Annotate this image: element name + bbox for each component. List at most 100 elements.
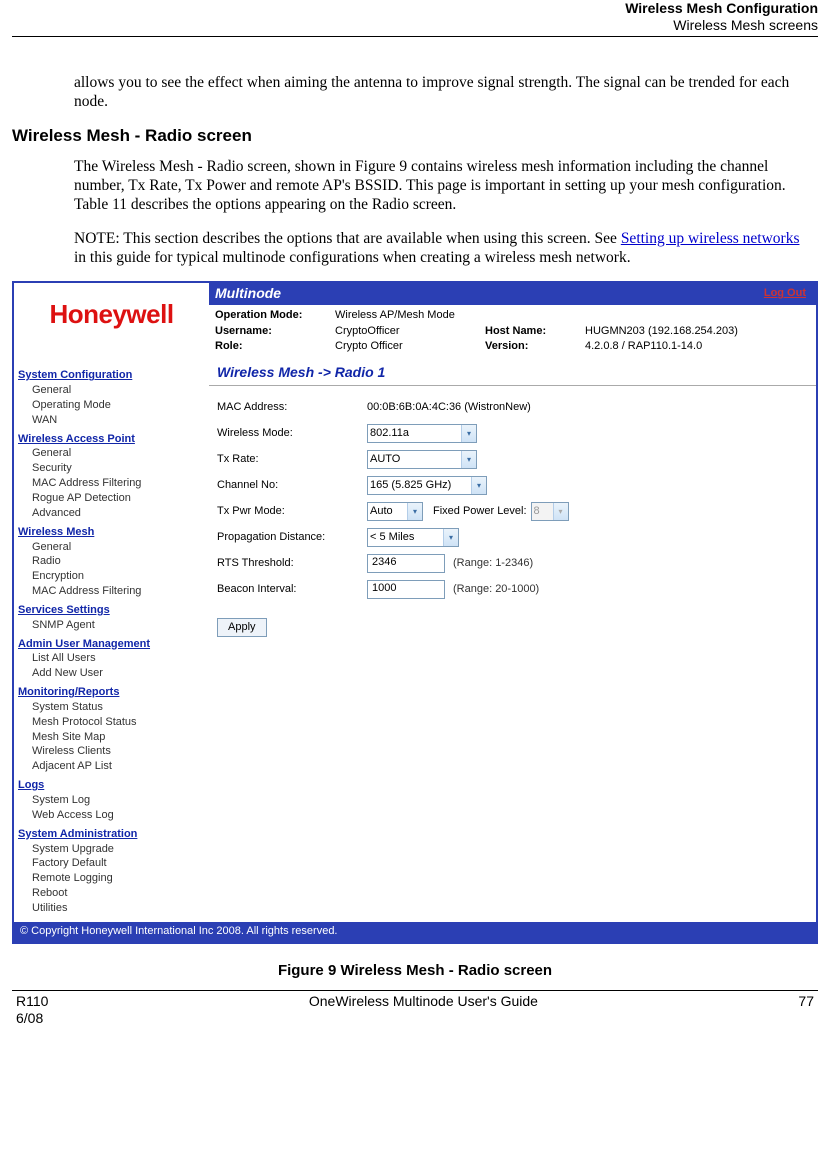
- main-panel-title: Wireless Mesh -> Radio 1: [209, 358, 816, 386]
- wireless-mode-value: 802.11a: [370, 427, 409, 441]
- setting-up-networks-link[interactable]: Setting up wireless networks: [621, 230, 800, 247]
- brand-text: Honeywell: [49, 298, 173, 331]
- nav-item[interactable]: System Upgrade: [32, 842, 209, 857]
- bottom-rule: [12, 990, 818, 991]
- nav-item[interactable]: Mesh Site Map: [32, 730, 209, 745]
- nav-group: Wireless Access Point: [18, 432, 209, 447]
- fixed-power-value: 8: [534, 505, 540, 519]
- mac-value: 00:0B:6B:0A:4C:36 (WistronNew): [367, 401, 531, 415]
- chevron-down-icon: ▾: [443, 529, 458, 546]
- beacon-input[interactable]: 1000: [367, 580, 445, 599]
- hostname-label: Host Name:: [485, 325, 585, 339]
- nav-item[interactable]: General: [32, 446, 209, 461]
- page-footer: R110 6/08 OneWireless Multinode User's G…: [12, 993, 818, 1027]
- nav-item[interactable]: Security: [32, 461, 209, 476]
- fixed-power-label: Fixed Power Level:: [433, 505, 527, 519]
- nav-group: Logs: [18, 778, 209, 793]
- nav-item[interactable]: System Status: [32, 700, 209, 715]
- intro-paragraph: allows you to see the effect when aiming…: [74, 73, 810, 112]
- tx-rate-value: AUTO: [370, 453, 400, 467]
- top-rule: [12, 36, 818, 37]
- note-paragraph: NOTE: This section describes the options…: [74, 229, 810, 268]
- nav-item[interactable]: List All Users: [32, 651, 209, 666]
- nav-item[interactable]: Wireless Clients: [32, 744, 209, 759]
- nav-item[interactable]: Factory Default: [32, 856, 209, 871]
- nav-item[interactable]: Add New User: [32, 666, 209, 681]
- nav-item[interactable]: Adjacent AP List: [32, 759, 209, 774]
- nav-item[interactable]: Encryption: [32, 569, 209, 584]
- beacon-range: (Range: 20-1000): [453, 583, 539, 597]
- propagation-label: Propagation Distance:: [217, 531, 367, 545]
- rts-input[interactable]: 2346: [367, 554, 445, 573]
- footer-center: OneWireless Multinode User's Guide: [309, 993, 538, 1027]
- paragraph-2: The Wireless Mesh - Radio screen, shown …: [74, 157, 810, 215]
- nav-group: Services Settings: [18, 603, 209, 618]
- mac-label: MAC Address:: [217, 401, 367, 415]
- copyright-bar: © Copyright Honeywell International Inc …: [14, 922, 816, 942]
- role-label: Role:: [215, 340, 335, 354]
- brand-logo: Honeywell: [14, 283, 209, 345]
- chevron-down-icon: ▾: [461, 451, 476, 468]
- txpwr-label: Tx Pwr Mode:: [217, 505, 367, 519]
- nav-item[interactable]: General: [32, 540, 209, 555]
- nav-group: Monitoring/Reports: [18, 685, 209, 700]
- beacon-label: Beacon Interval:: [217, 583, 367, 597]
- channel-value: 165 (5.825 GHz): [370, 479, 451, 493]
- figure-screenshot: Honeywell Multinode Log Out Operation Mo…: [12, 281, 818, 943]
- nav-group: Wireless Mesh: [18, 525, 209, 540]
- username-label: Username:: [215, 325, 335, 339]
- channel-label: Channel No:: [217, 479, 367, 493]
- version-label: Version:: [485, 340, 585, 354]
- logout-link[interactable]: Log Out: [764, 287, 806, 301]
- chevron-down-icon: ▾: [553, 503, 568, 520]
- nav-item[interactable]: Utilities: [32, 901, 209, 916]
- figure-caption: Figure 9 Wireless Mesh - Radio screen: [12, 962, 818, 981]
- footer-left-1: R110: [16, 993, 48, 1010]
- nav-item[interactable]: Web Access Log: [32, 808, 209, 823]
- section-heading: Wireless Mesh - Radio screen: [12, 125, 818, 146]
- nav-group: Admin User Management: [18, 637, 209, 652]
- wireless-mode-select[interactable]: 802.11a ▾: [367, 424, 477, 443]
- version-value: 4.2.0.8 / RAP110.1-14.0: [585, 340, 810, 354]
- nav-item[interactable]: Radio: [32, 554, 209, 569]
- nav-sidebar: System ConfigurationGeneralOperating Mod…: [14, 358, 209, 922]
- role-value: Crypto Officer: [335, 340, 485, 354]
- apply-button[interactable]: Apply: [217, 618, 267, 638]
- header-line1: Wireless Mesh Configuration: [12, 0, 818, 17]
- txpwr-value: Auto: [370, 505, 393, 519]
- nav-item[interactable]: MAC Address Filtering: [32, 476, 209, 491]
- wireless-mode-label: Wireless Mode:: [217, 427, 367, 441]
- nav-item[interactable]: Reboot: [32, 886, 209, 901]
- propagation-value: < 5 Miles: [370, 531, 414, 545]
- nav-item[interactable]: System Log: [32, 793, 209, 808]
- op-mode-label: Operation Mode:: [215, 309, 335, 323]
- nav-item[interactable]: Advanced: [32, 506, 209, 521]
- channel-select[interactable]: 165 (5.825 GHz) ▾: [367, 476, 487, 495]
- nav-item[interactable]: General: [32, 383, 209, 398]
- nav-item[interactable]: Rogue AP Detection: [32, 491, 209, 506]
- tx-rate-label: Tx Rate:: [217, 453, 367, 467]
- note-prefix: NOTE: This section describes the options…: [74, 230, 621, 247]
- chevron-down-icon: ▾: [471, 477, 486, 494]
- nav-item[interactable]: SNMP Agent: [32, 618, 209, 633]
- nav-item[interactable]: Mesh Protocol Status: [32, 715, 209, 730]
- note-suffix: in this guide for typical multinode conf…: [74, 249, 631, 266]
- tx-rate-select[interactable]: AUTO ▾: [367, 450, 477, 469]
- nav-item[interactable]: WAN: [32, 413, 209, 428]
- hostname-value: HUGMN203 (192.168.254.203): [585, 325, 810, 339]
- txpwr-select[interactable]: Auto▾: [367, 502, 423, 521]
- op-mode-value: Wireless AP/Mesh Mode: [335, 309, 485, 323]
- footer-left-2: 6/08: [16, 1010, 48, 1027]
- chevron-down-icon: ▾: [461, 425, 476, 442]
- titlebar-title: Multinode: [215, 285, 281, 303]
- nav-item[interactable]: Operating Mode: [32, 398, 209, 413]
- rts-label: RTS Threshold:: [217, 557, 367, 571]
- rts-range: (Range: 1-2346): [453, 557, 533, 571]
- propagation-select[interactable]: < 5 Miles ▾: [367, 528, 459, 547]
- nav-item[interactable]: MAC Address Filtering: [32, 584, 209, 599]
- nav-item[interactable]: Remote Logging: [32, 871, 209, 886]
- header-line2: Wireless Mesh screens: [12, 17, 818, 34]
- nav-group: System Configuration: [18, 368, 209, 383]
- nav-group: System Administration: [18, 827, 209, 842]
- fixed-power-select: 8▾: [531, 502, 569, 521]
